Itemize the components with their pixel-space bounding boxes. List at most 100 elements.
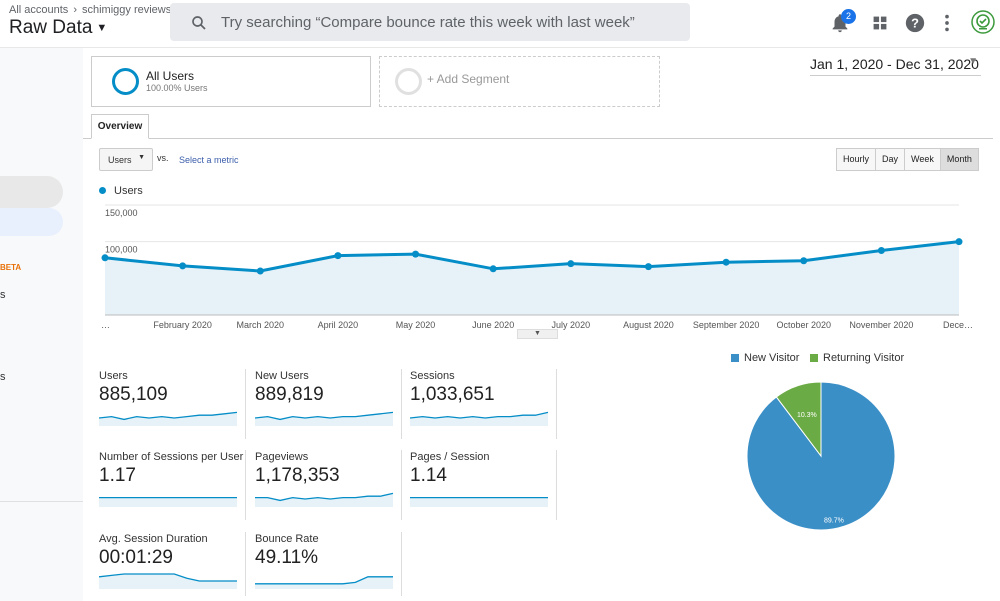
users-data-point <box>334 252 342 260</box>
x-tick-label: June 2020 <box>472 320 514 330</box>
vs-label: vs. <box>157 153 169 163</box>
x-tick-label: July 2020 <box>552 320 591 330</box>
sparkline-area <box>255 493 393 507</box>
x-tick-label: … <box>101 320 110 330</box>
search-placeholder: Try searching “Compare bounce rate this … <box>221 14 635 31</box>
users-series-line <box>104 240 960 273</box>
date-range-picker[interactable]: Jan 1, 2020 - Dec 31, 2020 ▼ <box>810 56 981 76</box>
sparkline-line <box>255 492 394 502</box>
x-tick-label: February 2020 <box>153 320 212 330</box>
scorecard-avg-session-duration[interactable]: Avg. Session Duration 00:01:29 <box>99 533 249 601</box>
users-data-point <box>722 258 730 266</box>
search-icon <box>192 16 206 30</box>
sparkline-line <box>410 411 549 419</box>
sparkline-area <box>255 412 393 426</box>
pie-slice-returning-visitor <box>775 381 822 458</box>
select-metric-link[interactable]: Select a metric <box>179 155 239 165</box>
scorecard-value: 1.14 <box>410 465 447 486</box>
pie-label-returning: 10.3% <box>797 412 817 419</box>
x-tick-label: August 2020 <box>623 320 674 330</box>
breadcrumb[interactable]: All accounts › schimiggy reviews <box>9 4 171 16</box>
scorecard-number-of-sessions-per-user[interactable]: Number of Sessions per User 1.17 <box>99 451 249 527</box>
date-range-text: Jan 1, 2020 - Dec 31, 2020 <box>810 56 979 72</box>
scorecard-users[interactable]: Users 885,109 <box>99 370 249 446</box>
scorecard-value: 49.11% <box>255 547 319 568</box>
sidebar-item-label[interactable]: s <box>0 371 6 383</box>
avatar-icon[interactable] <box>971 10 995 34</box>
help-icon[interactable]: ? <box>904 12 926 34</box>
y-tick-label: 150,000 <box>105 208 138 218</box>
sparkline-line <box>255 411 394 421</box>
sparkline-line <box>99 411 238 421</box>
notification-badge: 2 <box>841 9 856 24</box>
card-divider <box>401 450 402 520</box>
scorecard-label: Pageviews <box>255 451 309 463</box>
metric-dropdown[interactable]: Users ▼ <box>99 148 153 171</box>
scorecard-value: 889,819 <box>255 384 324 405</box>
visitor-type-pie-chart: 10.3% 89.7% <box>746 381 896 531</box>
sparkline-area <box>99 574 237 589</box>
sidebar-item-label[interactable]: s <box>0 289 6 301</box>
granularity-day-button[interactable]: Day <box>876 148 906 171</box>
scorecard-label: Users <box>99 370 128 382</box>
sparkline-area <box>410 412 548 426</box>
scorecard-sparkline <box>99 496 237 507</box>
tab-bar-line <box>83 138 993 139</box>
sparkline-area <box>99 497 237 507</box>
breadcrumb-property[interactable]: schimiggy reviews <box>81 4 172 16</box>
granularity-hourly-button[interactable]: Hourly <box>836 148 877 171</box>
x-tick-label: Dece… <box>943 320 973 330</box>
breadcrumb-account[interactable]: All accounts <box>9 4 69 16</box>
users-data-point <box>644 263 652 271</box>
sparkline-line <box>99 573 237 582</box>
scorecard-sparkline <box>255 411 394 426</box>
users-data-point <box>489 265 497 273</box>
apps-grid-icon[interactable] <box>869 12 891 34</box>
view-selector[interactable]: Raw Data ▼ <box>9 17 107 39</box>
svg-text:?: ? <box>911 16 919 31</box>
search-bar[interactable]: Try searching “Compare bounce rate this … <box>170 3 690 41</box>
x-tick-label: September 2020 <box>693 320 760 330</box>
card-divider <box>556 369 557 439</box>
segment-placeholder-ring-icon <box>395 68 422 95</box>
scorecard-sparkline <box>99 573 237 589</box>
scorecard-value: 1,033,651 <box>410 384 495 405</box>
granularity-week-button[interactable]: Week <box>905 148 941 171</box>
chevron-right-icon: › <box>73 4 77 16</box>
scorecard-sparkline <box>410 496 548 507</box>
users-data-point <box>101 254 109 262</box>
scorecard-sessions[interactable]: Sessions 1,033,651 <box>410 370 560 446</box>
granularity-month-button[interactable]: Month <box>940 148 979 171</box>
chart-collapse-handle[interactable]: ▼ <box>517 329 558 339</box>
segment-all-users[interactable]: All Users 100.00% Users <box>91 56 371 107</box>
pie-legend-swatch <box>731 354 739 362</box>
scorecard-pages-session[interactable]: Pages / Session 1.14 <box>410 451 560 527</box>
users-data-point <box>877 246 885 254</box>
scorecard-pageviews[interactable]: Pageviews 1,178,353 <box>255 451 405 527</box>
users-data-point <box>955 238 963 246</box>
more-vert-icon[interactable] <box>936 12 958 34</box>
x-tick-label: March 2020 <box>237 320 285 330</box>
sparkline-area <box>410 497 548 507</box>
scorecard-value: 1,178,353 <box>255 465 340 486</box>
tab-overview[interactable]: Overview <box>91 114 149 139</box>
beta-tag: BETA <box>0 263 22 272</box>
add-segment-button[interactable]: + Add Segment <box>379 56 660 107</box>
caret-down-icon: ▼ <box>138 154 145 161</box>
sidebar-item-selected[interactable] <box>0 208 63 236</box>
card-divider <box>245 532 246 596</box>
pie-legend-returning: Returning Visitor <box>810 352 904 364</box>
segment-ring-icon <box>112 68 139 95</box>
top-header: All accounts › schimiggy reviews Raw Data ▼… <box>0 0 1000 48</box>
sidebar-item-active-bg[interactable] <box>0 176 63 208</box>
scorecard-label: Bounce Rate <box>255 533 319 545</box>
pie-legend-label: New Visitor <box>744 352 800 364</box>
segment-percentage: 100.00% Users <box>146 83 208 93</box>
x-tick-label: May 2020 <box>396 320 436 330</box>
x-tick-label: November 2020 <box>849 320 913 330</box>
scorecard-value: 885,109 <box>99 384 168 405</box>
scorecard-new-users[interactable]: New Users 889,819 <box>255 370 405 446</box>
scorecard-bounce-rate[interactable]: Bounce Rate 49.11% <box>255 533 405 601</box>
x-tick-label: April 2020 <box>318 320 359 330</box>
card-divider <box>245 450 246 520</box>
